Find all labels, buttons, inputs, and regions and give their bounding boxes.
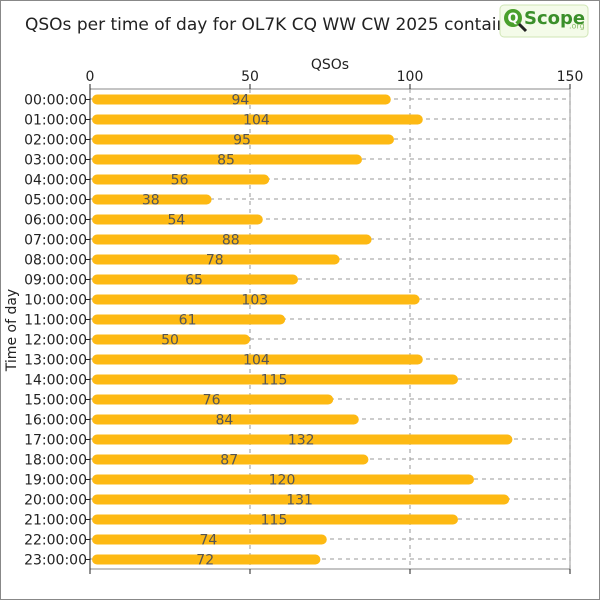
x-axis-label: QSOs xyxy=(311,57,349,73)
bar xyxy=(92,274,298,285)
value-label: 95 xyxy=(233,133,251,149)
value-label: 104 xyxy=(243,353,270,369)
bar xyxy=(92,514,458,525)
x-tick-label: 50 xyxy=(241,69,259,85)
y-tick-label: 07:00:00 xyxy=(24,233,87,249)
y-tick-label: 12:00:00 xyxy=(24,333,87,349)
y-tick-label: 14:00:00 xyxy=(24,373,87,389)
value-label: 120 xyxy=(269,473,296,489)
value-label: 74 xyxy=(199,533,217,549)
logo: Q Scope .org xyxy=(499,4,589,38)
value-label: 132 xyxy=(288,433,315,449)
y-tick-label: 01:00:00 xyxy=(24,113,87,129)
logo-suffix: .org xyxy=(569,22,585,31)
bar xyxy=(92,214,263,225)
y-tick-label: 04:00:00 xyxy=(24,173,87,189)
bar xyxy=(92,434,513,445)
value-label: 84 xyxy=(215,413,233,429)
y-tick-label: 15:00:00 xyxy=(24,393,87,409)
bar xyxy=(92,314,286,325)
y-tick-label: 23:00:00 xyxy=(24,553,87,569)
y-tick-label: 20:00:00 xyxy=(24,493,87,509)
y-tick-label: 16:00:00 xyxy=(24,413,87,429)
x-tick-label: 0 xyxy=(86,69,95,85)
y-tick-label: 17:00:00 xyxy=(24,433,87,449)
value-label: 131 xyxy=(286,493,313,509)
bar xyxy=(92,494,510,505)
bar xyxy=(92,94,391,105)
y-tick-label: 05:00:00 xyxy=(24,193,87,209)
value-label: 94 xyxy=(231,93,249,109)
value-label: 72 xyxy=(196,553,214,569)
value-label: 115 xyxy=(261,513,288,529)
bar xyxy=(92,374,458,385)
bar xyxy=(92,394,334,405)
y-tick-label: 06:00:00 xyxy=(24,213,87,229)
bar xyxy=(92,114,423,125)
y-tick-label: 02:00:00 xyxy=(24,133,87,149)
y-tick-label: 08:00:00 xyxy=(24,253,87,269)
bar xyxy=(92,534,327,545)
bar xyxy=(92,334,250,345)
logo-handle xyxy=(517,22,528,33)
x-tick-label: 100 xyxy=(397,69,424,85)
bar xyxy=(92,134,394,145)
value-label: 104 xyxy=(243,113,270,129)
bar xyxy=(92,414,359,425)
bar xyxy=(92,154,362,165)
y-axis-label: Time of day xyxy=(4,289,20,372)
value-label: 38 xyxy=(142,193,160,209)
y-tick-label: 18:00:00 xyxy=(24,453,87,469)
y-tick-label: 03:00:00 xyxy=(24,153,87,169)
value-label: 76 xyxy=(203,393,221,409)
value-label: 87 xyxy=(220,453,238,469)
bar xyxy=(92,254,340,265)
y-tick-label: 11:00:00 xyxy=(24,313,87,329)
value-label: 65 xyxy=(185,273,203,289)
bar xyxy=(92,294,420,305)
y-tick-label: 00:00:00 xyxy=(24,93,87,109)
chart-title: QSOs per time of day for OL7K CQ WW CW 2… xyxy=(25,15,529,35)
value-label: 115 xyxy=(261,373,288,389)
value-label: 103 xyxy=(241,293,268,309)
bar xyxy=(92,174,270,185)
bar xyxy=(92,554,321,565)
y-tick-label: 21:00:00 xyxy=(24,513,87,529)
y-tick-label: 09:00:00 xyxy=(24,273,87,289)
bar xyxy=(92,234,372,245)
value-label: 78 xyxy=(206,253,224,269)
value-label: 61 xyxy=(179,313,197,329)
logo-circle xyxy=(504,9,522,27)
value-label: 54 xyxy=(167,213,185,229)
logo-text: Scope xyxy=(524,8,585,29)
logo-mark: Q xyxy=(507,12,518,27)
y-tick-label: 13:00:00 xyxy=(24,353,87,369)
y-tick-label: 22:00:00 xyxy=(24,533,87,549)
bar xyxy=(92,474,474,485)
bar xyxy=(92,354,423,365)
bar xyxy=(92,454,369,465)
x-tick-label: 150 xyxy=(557,69,584,85)
value-label: 88 xyxy=(222,233,240,249)
bar xyxy=(92,194,212,205)
y-tick-label: 10:00:00 xyxy=(24,293,87,309)
value-label: 56 xyxy=(171,173,189,189)
value-label: 85 xyxy=(217,153,235,169)
y-tick-label: 19:00:00 xyxy=(24,473,87,489)
value-label: 50 xyxy=(161,333,179,349)
